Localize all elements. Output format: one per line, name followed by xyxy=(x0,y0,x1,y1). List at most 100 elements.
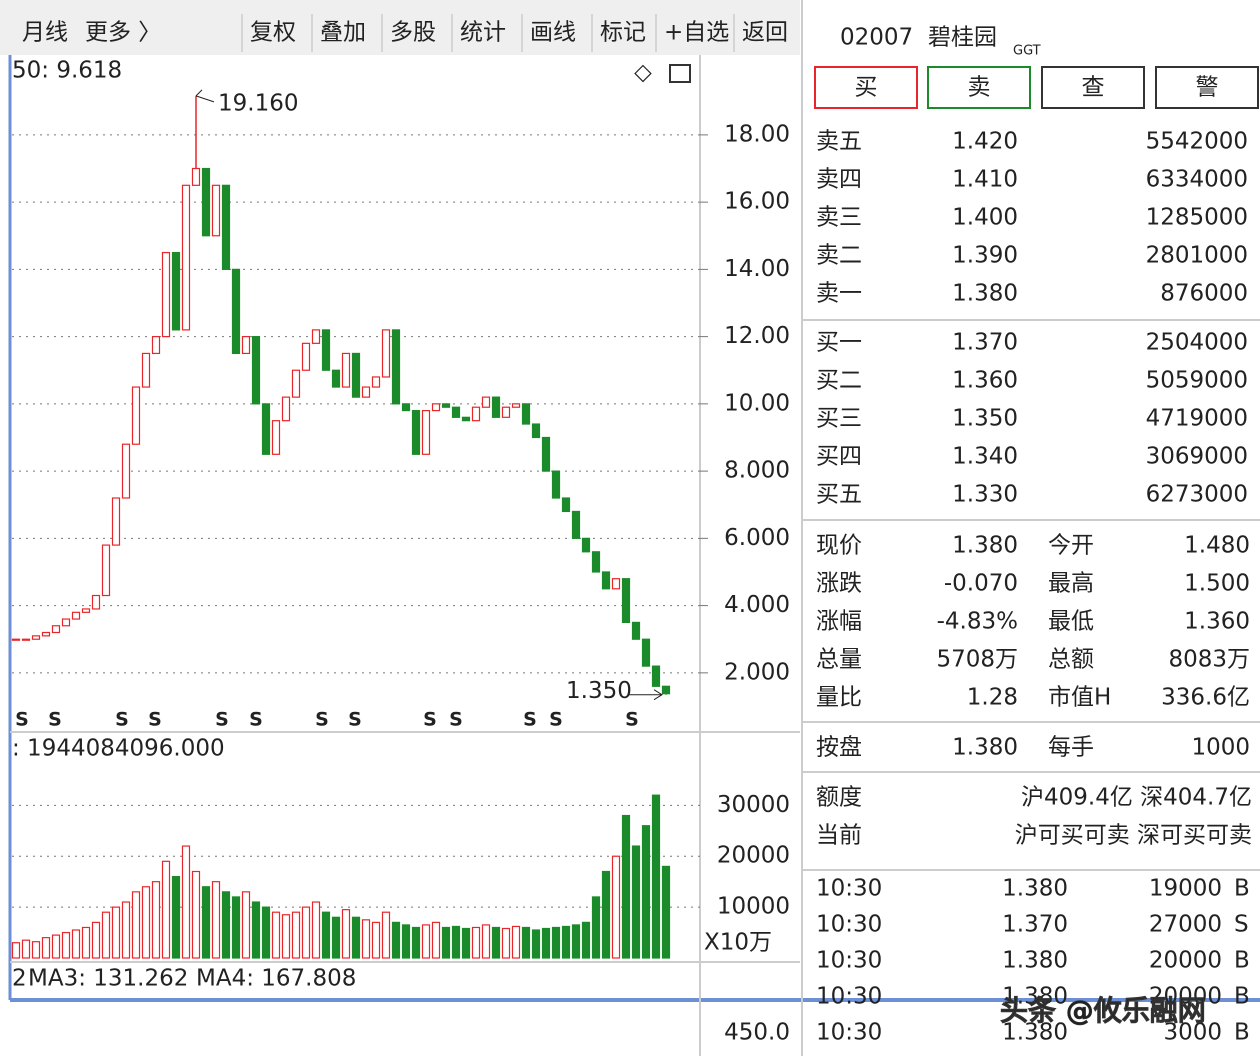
sell-signal: S xyxy=(449,709,463,731)
volume-bar xyxy=(161,860,171,959)
toolbar-tab[interactable]: 多股 xyxy=(390,20,436,46)
quote-value: 1.28 xyxy=(967,685,1018,711)
y-tick-label: 450.0 xyxy=(724,1020,790,1046)
candle xyxy=(61,618,71,627)
volume-label: : 1944084096.000 xyxy=(12,736,225,762)
toolbar-tab[interactable]: 统计 xyxy=(460,20,506,46)
y-tick-label: 14.00 xyxy=(724,256,790,282)
candle xyxy=(621,578,631,624)
volume-bar xyxy=(621,814,631,959)
volume-bar xyxy=(241,891,251,959)
quote-label: 最高 xyxy=(1048,571,1094,597)
tool-icon: ◇ xyxy=(634,60,652,86)
y-tick-label: 6.000 xyxy=(724,525,790,551)
volume-bar xyxy=(221,891,231,959)
candle xyxy=(331,369,341,388)
candle xyxy=(571,510,581,539)
trade-button-label[interactable]: 查 xyxy=(1082,75,1105,101)
volume-bar xyxy=(391,921,401,959)
candle xyxy=(31,635,41,640)
candle xyxy=(471,406,481,422)
candle xyxy=(111,497,121,546)
candle xyxy=(171,251,181,331)
volume-bar xyxy=(191,870,201,959)
trade-button[interactable] xyxy=(814,66,918,109)
book-price: 1.390 xyxy=(952,243,1018,269)
book-qty: 876000 xyxy=(1160,281,1248,307)
volume-bar xyxy=(301,906,311,959)
trade-price: 1.380 xyxy=(1002,1020,1068,1046)
candle xyxy=(141,352,151,388)
toolbar-tab[interactable]: 返回 xyxy=(742,20,788,46)
quote-value: 1.480 xyxy=(1184,533,1250,559)
sell-signal: S xyxy=(115,709,129,731)
y-tick-label: 8.000 xyxy=(724,458,790,484)
book-label: 买五 xyxy=(816,482,862,508)
toolbar-tab[interactable]: 标记 xyxy=(600,20,646,46)
book-price: 1.400 xyxy=(952,205,1018,231)
candle xyxy=(581,537,591,553)
book-label: 买三 xyxy=(816,406,862,432)
toolbar-tab[interactable]: 叠加 xyxy=(320,20,366,46)
book-qty: 3069000 xyxy=(1146,444,1248,470)
candle xyxy=(291,369,301,398)
volume-bar xyxy=(551,926,561,959)
volume-bar xyxy=(651,794,661,959)
toolbar xyxy=(0,0,800,55)
volume-bar xyxy=(521,926,531,959)
candle xyxy=(281,396,291,422)
volume-bar xyxy=(21,939,31,959)
volume-bar xyxy=(581,921,591,959)
candle xyxy=(391,329,401,405)
toolbar-tab[interactable]: +自选 xyxy=(664,20,729,46)
quote-value: -0.070 xyxy=(944,571,1018,597)
volume-bar xyxy=(531,929,541,959)
volume-bar xyxy=(41,937,51,959)
book-price: 1.380 xyxy=(952,281,1018,307)
annotation-arrow xyxy=(195,89,215,103)
trade-button-label[interactable]: 警 xyxy=(1196,75,1219,101)
candle xyxy=(211,184,221,237)
y-tick-label: 30000 xyxy=(717,792,790,818)
volume-bar xyxy=(571,924,581,959)
quote-value: 1.360 xyxy=(1184,609,1250,635)
quote-value: 5708万 xyxy=(936,647,1018,673)
volume-bar xyxy=(251,901,261,959)
volume-bar xyxy=(61,931,71,959)
toolbar-tab[interactable]: 月线 xyxy=(22,20,68,46)
book-label: 卖三 xyxy=(816,205,862,231)
volume-bar xyxy=(481,924,491,959)
book-qty: 2504000 xyxy=(1146,330,1248,356)
volume-bar xyxy=(261,906,271,959)
trade-button-label[interactable]: 买 xyxy=(855,75,878,101)
quota-label: 当前 xyxy=(816,823,862,849)
trade-button[interactable] xyxy=(1041,66,1145,109)
trade-side: B xyxy=(1234,984,1250,1010)
volume-bar xyxy=(471,926,481,959)
book-label: 卖四 xyxy=(816,167,862,193)
toolbar-tab[interactable]: 画线 xyxy=(530,20,576,46)
candle xyxy=(411,409,421,455)
sell-signal: S xyxy=(315,709,329,731)
volume-bar xyxy=(541,927,551,959)
book-qty: 4719000 xyxy=(1146,406,1248,432)
candle xyxy=(631,621,641,640)
book-qty: 1285000 xyxy=(1146,205,1248,231)
trade-button[interactable] xyxy=(1155,66,1259,109)
candle xyxy=(201,167,211,237)
toolbar-tab[interactable]: 更多 〉 xyxy=(85,20,161,46)
volume-bar xyxy=(601,870,611,959)
quote-value: 1.380 xyxy=(952,533,1018,559)
trade-button-label[interactable]: 卖 xyxy=(968,75,991,101)
volume-bar xyxy=(101,911,111,959)
quota-value: 沪409.4亿 深404.7亿 xyxy=(1021,785,1252,811)
sell-signal: S xyxy=(15,709,29,731)
toolbar-tab[interactable]: 复权 xyxy=(250,20,296,46)
volume-bar xyxy=(121,901,131,959)
book-qty: 2801000 xyxy=(1146,243,1248,269)
trade-button[interactable] xyxy=(927,66,1031,109)
candle xyxy=(661,685,671,695)
volume-bar xyxy=(381,911,391,959)
trade-price: 1.380 xyxy=(1002,984,1068,1010)
candle xyxy=(461,416,471,422)
